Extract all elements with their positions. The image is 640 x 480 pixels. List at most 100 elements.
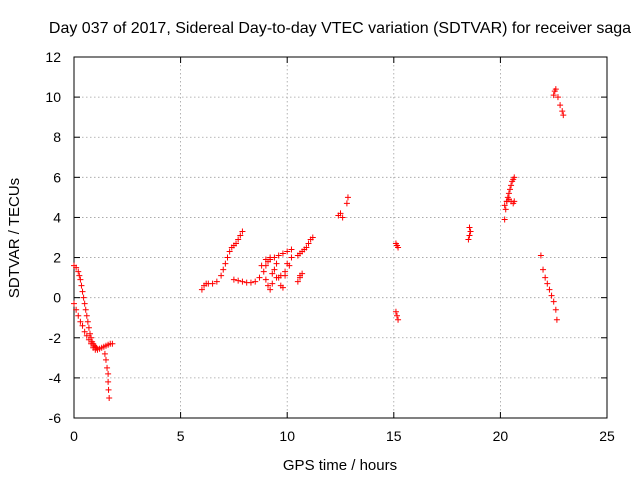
data-point bbox=[237, 232, 244, 239]
data-point bbox=[209, 280, 216, 287]
data-point bbox=[75, 312, 82, 319]
data-point bbox=[511, 174, 518, 181]
plot-frame bbox=[73, 56, 608, 419]
data-point bbox=[557, 102, 564, 109]
data-point bbox=[501, 202, 508, 209]
series-early-a bbox=[71, 262, 100, 351]
series-late bbox=[550, 86, 567, 119]
data-point bbox=[299, 270, 306, 277]
data-point bbox=[77, 318, 84, 325]
data-point bbox=[466, 232, 473, 239]
data-point bbox=[265, 282, 272, 289]
series-evening-a bbox=[501, 174, 518, 223]
data-point bbox=[79, 288, 86, 295]
data-point bbox=[260, 268, 267, 275]
data-point bbox=[106, 394, 113, 401]
data-point bbox=[235, 277, 242, 284]
data-point bbox=[550, 298, 557, 305]
data-point bbox=[83, 332, 90, 339]
data-point bbox=[85, 336, 92, 343]
data-point bbox=[465, 236, 472, 243]
series-early-tail bbox=[101, 350, 113, 401]
data-point bbox=[542, 274, 549, 281]
data-point bbox=[337, 210, 344, 217]
data-point bbox=[222, 260, 229, 267]
data-point bbox=[288, 246, 295, 253]
data-point bbox=[73, 306, 80, 313]
x-tick-label: 20 bbox=[493, 428, 509, 444]
data-point bbox=[101, 350, 108, 357]
data-point bbox=[305, 240, 312, 247]
data-point bbox=[88, 340, 95, 347]
data-point bbox=[75, 268, 82, 275]
data-point bbox=[395, 244, 402, 251]
series-afternoon-a bbox=[392, 240, 402, 323]
data-point bbox=[235, 236, 242, 243]
y-tick-label: -6 bbox=[49, 410, 62, 426]
series-early-b bbox=[71, 300, 116, 353]
data-point bbox=[262, 256, 269, 263]
series-morning-a bbox=[198, 228, 246, 293]
data-point bbox=[86, 330, 93, 337]
grid bbox=[74, 57, 607, 418]
series-noon-b bbox=[294, 234, 316, 259]
y-tick-label: 12 bbox=[45, 49, 61, 65]
data-point bbox=[560, 112, 567, 119]
x-tick-label: 15 bbox=[386, 428, 402, 444]
x-tick-label: 10 bbox=[279, 428, 295, 444]
data-point bbox=[230, 276, 237, 283]
data-point bbox=[344, 194, 351, 201]
data-point bbox=[77, 276, 84, 283]
data-point bbox=[275, 252, 282, 259]
data-point bbox=[233, 240, 240, 247]
data-point bbox=[552, 86, 559, 93]
data-point bbox=[267, 286, 274, 293]
x-tick-label: 0 bbox=[70, 428, 78, 444]
data-point bbox=[339, 214, 346, 221]
data-point bbox=[239, 278, 246, 285]
data-point bbox=[269, 270, 276, 277]
data-point bbox=[82, 306, 89, 313]
data-point bbox=[506, 186, 513, 193]
data-point bbox=[467, 228, 474, 235]
data-point bbox=[83, 312, 90, 319]
data-point bbox=[105, 386, 112, 393]
y-tick-label: -2 bbox=[49, 330, 62, 346]
data-point bbox=[81, 300, 88, 307]
series-noon-c bbox=[335, 194, 351, 221]
data-point bbox=[85, 324, 92, 331]
chart-title: Day 037 of 2017, Sidereal Day-to-day VTE… bbox=[49, 20, 631, 37]
data-point bbox=[303, 244, 310, 251]
data-point bbox=[79, 322, 86, 329]
x-tick-label: 25 bbox=[599, 428, 615, 444]
data-point bbox=[550, 92, 557, 99]
data-point bbox=[279, 284, 286, 291]
data-point bbox=[71, 300, 77, 307]
data-point bbox=[258, 262, 265, 269]
data-point bbox=[247, 279, 254, 286]
data-point bbox=[284, 260, 291, 267]
y-tick-label: 6 bbox=[53, 169, 61, 185]
data-point bbox=[548, 292, 555, 299]
x-axis-label: GPS time / hours bbox=[283, 457, 397, 474]
data-point bbox=[393, 312, 400, 319]
data-point bbox=[502, 206, 509, 213]
data-point bbox=[105, 378, 112, 385]
x-tick-label: 5 bbox=[177, 428, 185, 444]
data-point bbox=[271, 266, 278, 273]
data-point bbox=[288, 254, 295, 261]
data-point bbox=[501, 216, 508, 223]
data-point bbox=[540, 266, 547, 273]
y-tick-label: 10 bbox=[45, 89, 61, 105]
series-morning-c bbox=[258, 254, 295, 281]
data-point bbox=[553, 316, 560, 323]
series-morning-d bbox=[262, 260, 291, 293]
data-point bbox=[279, 250, 286, 257]
data-point bbox=[76, 272, 83, 279]
data-point bbox=[81, 328, 88, 335]
data-point bbox=[269, 280, 276, 287]
data-point bbox=[262, 276, 269, 283]
data-point bbox=[104, 364, 111, 371]
data-point bbox=[256, 274, 263, 281]
data-point bbox=[220, 266, 227, 273]
